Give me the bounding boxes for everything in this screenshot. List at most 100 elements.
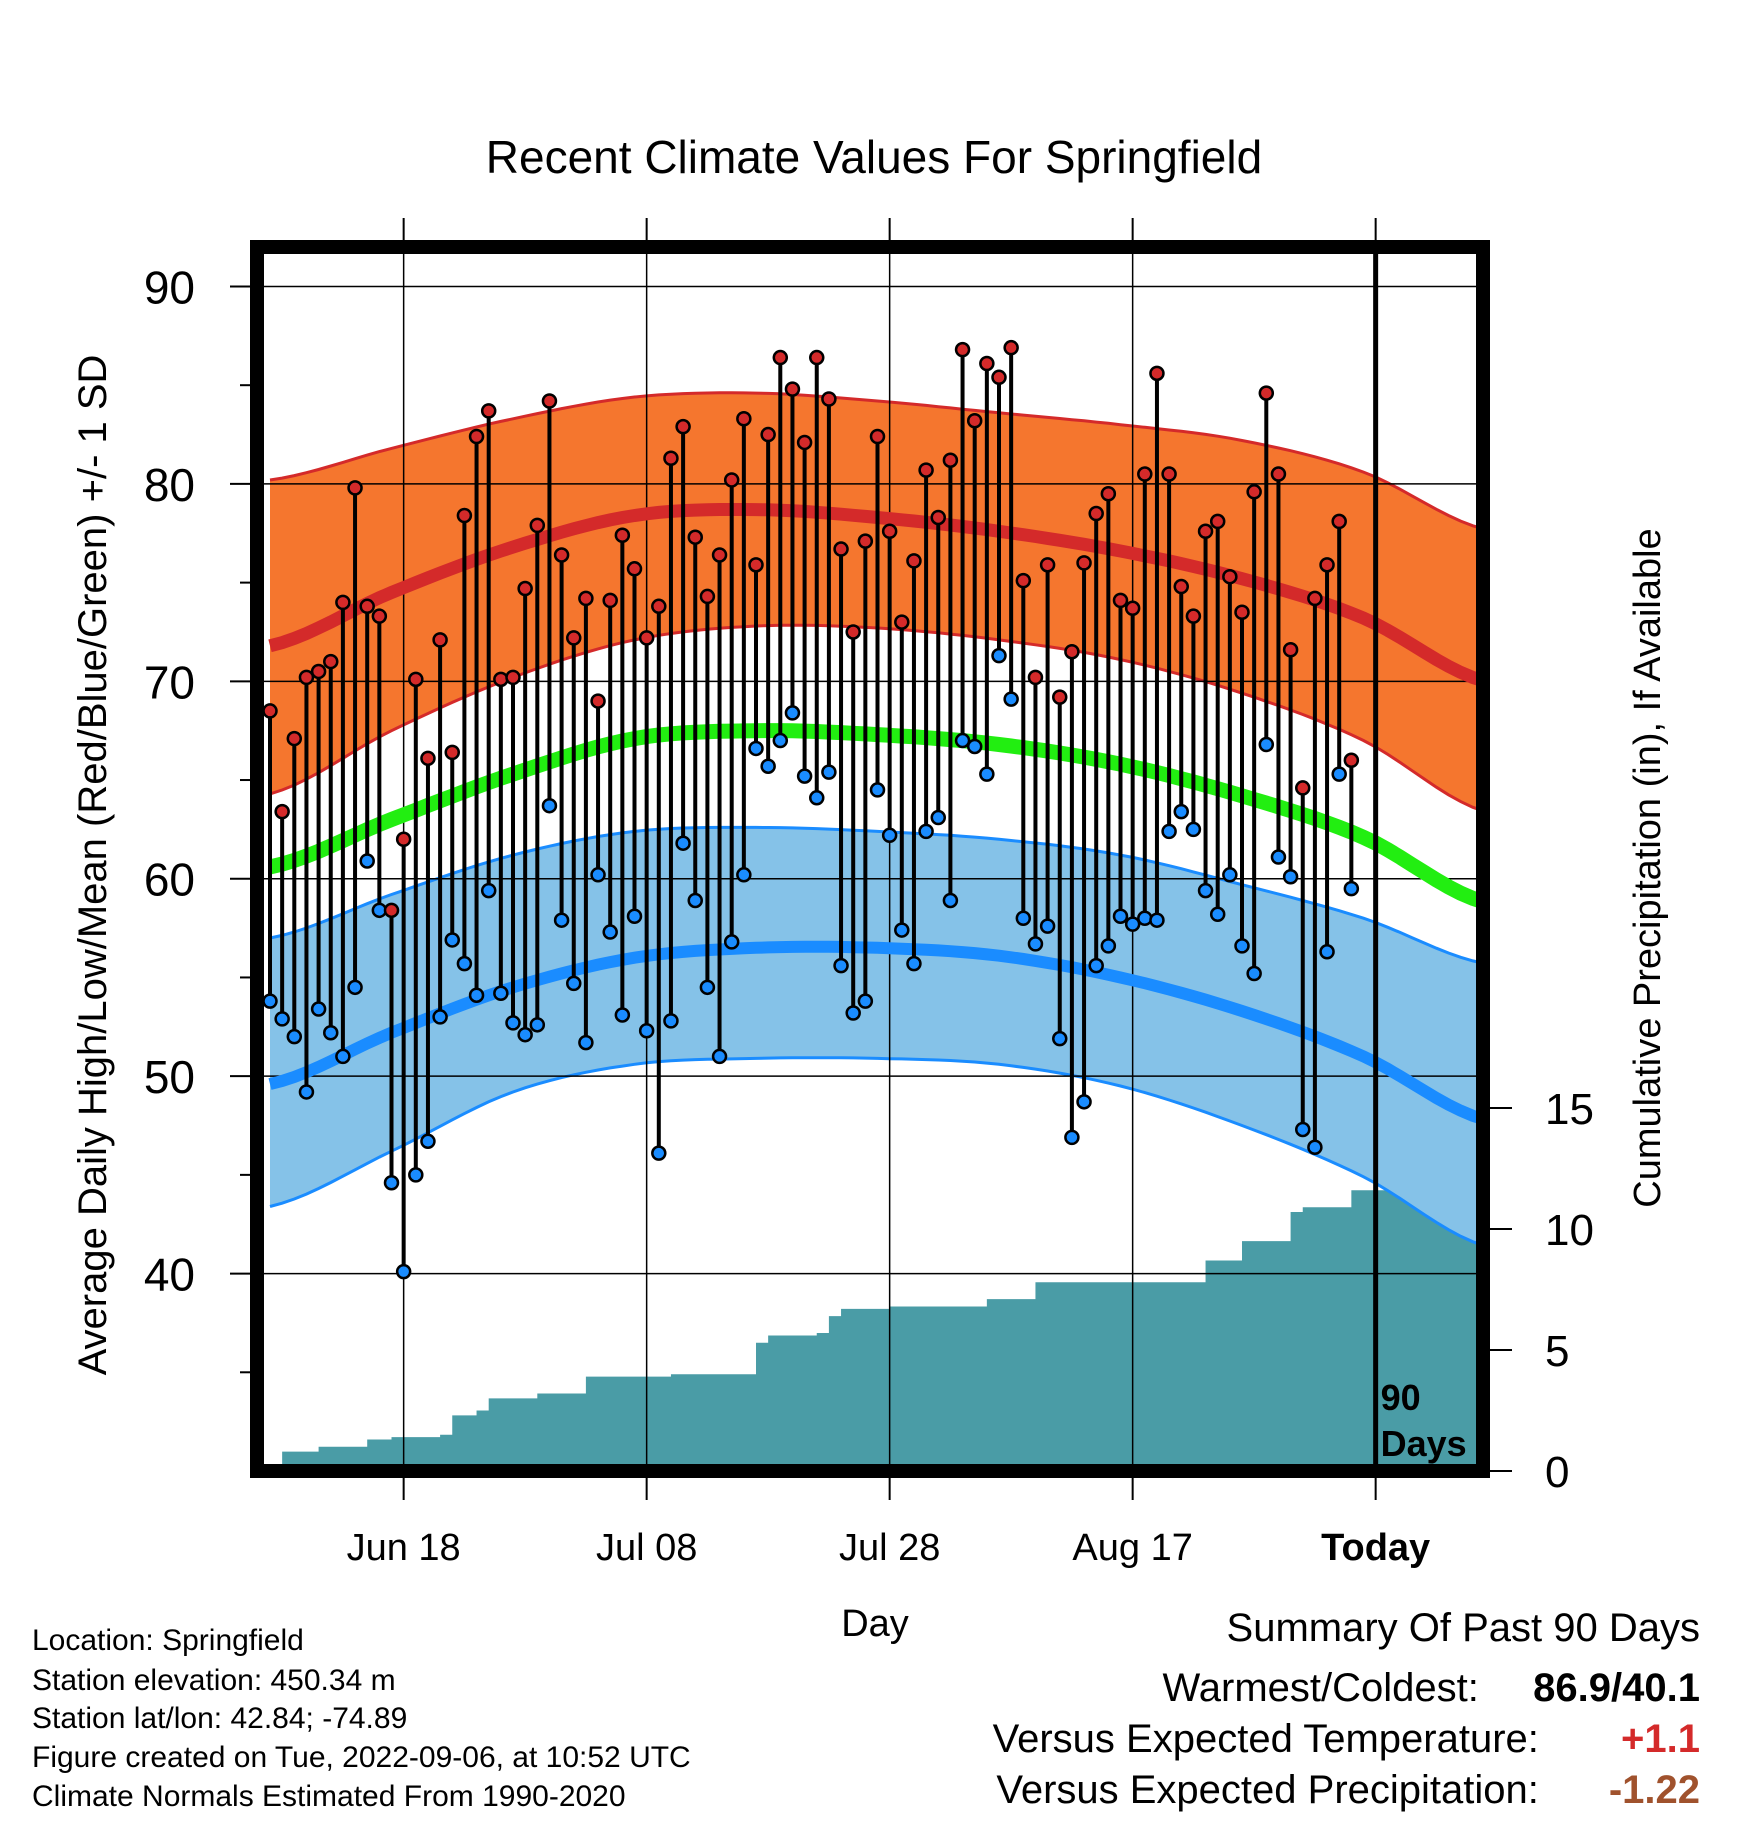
summary-precip-row: Versus Expected Precipitation: -1.22: [996, 1768, 1700, 1813]
daily-high-point: [991, 369, 1007, 386]
daily-low-point: [335, 1048, 351, 1065]
daily-low-point: [274, 1011, 290, 1027]
y-tick-label: 70: [144, 656, 195, 708]
daily-high-point: [359, 598, 375, 615]
daily-high-point: [1161, 466, 1177, 482]
daily-low-point: [566, 975, 582, 992]
daily-low-point: [833, 957, 849, 974]
daily-high-point: [833, 541, 849, 557]
daily-high-point: [1295, 780, 1311, 796]
daily-low-point: [298, 1084, 315, 1100]
daily-high-point: [480, 403, 497, 419]
y2-tick-label: 5: [1545, 1327, 1569, 1376]
daily-high-point: [966, 412, 983, 429]
y-tick-label: 90: [144, 261, 195, 313]
plot-area: [257, 247, 1483, 1471]
chart-title: Recent Climate Values For Springfield: [485, 131, 1263, 183]
daily-low-point: [979, 766, 995, 782]
y2-tick-label: 10: [1545, 1206, 1594, 1255]
daily-low-point: [517, 1026, 533, 1043]
daily-high-point: [1234, 604, 1250, 620]
daily-low-point: [845, 1005, 861, 1021]
daily-high-point: [347, 480, 363, 496]
daily-high-point: [1343, 752, 1360, 769]
daily-low-point: [651, 1145, 667, 1161]
daily-high-point: [444, 744, 460, 761]
daily-high-point: [1137, 466, 1153, 482]
daily-low-point: [1149, 912, 1165, 928]
daily-low-point: [1039, 918, 1056, 934]
daily-low-point: [809, 790, 825, 806]
daily-high-point: [626, 561, 643, 577]
daily-high-point: [651, 598, 667, 615]
daily-low-point: [310, 1001, 327, 1017]
daily-low-point: [1282, 869, 1299, 885]
daily-high-point: [408, 671, 424, 688]
daily-low-point: [1270, 849, 1287, 865]
daily-low-point: [1003, 691, 1019, 707]
daily-high-point: [954, 341, 971, 358]
daily-low-point: [675, 835, 691, 851]
info-created: Figure created on Tue, 2022-09-06, at 10…: [32, 1741, 691, 1774]
daily-low-point: [881, 827, 898, 844]
daily-high-point: [274, 803, 290, 820]
daily-high-point: [1307, 590, 1323, 607]
daily-low-point: [1100, 938, 1117, 954]
daily-high-point: [1052, 689, 1068, 705]
daily-low-point: [614, 1007, 631, 1023]
info-normals: Climate Normals Estimated From 1990-2020: [32, 1780, 626, 1813]
daily-high-point: [1088, 505, 1104, 522]
plot-frame: [250, 240, 1490, 1478]
daily-low-point: [493, 985, 509, 1001]
summary-temp-value: +1.1: [1621, 1717, 1700, 1761]
daily-high-point: [796, 434, 813, 451]
marker-label-line2: Days: [1381, 1423, 1467, 1464]
daily-high-point: [566, 630, 582, 646]
daily-low-point: [529, 1017, 546, 1033]
y-tick-label: 50: [144, 1051, 195, 1103]
x-tick-label: Aug 17: [1072, 1527, 1192, 1569]
daily-high-point: [1039, 557, 1056, 573]
y-tick-label: 60: [144, 854, 195, 906]
daily-low-point: [1137, 910, 1153, 926]
daily-low-point: [347, 979, 363, 996]
daily-high-point: [468, 428, 485, 445]
daily-high-point: [1222, 568, 1238, 585]
daily-high-point: [930, 509, 946, 526]
daily-low-point: [1343, 880, 1360, 897]
precip-area: [270, 1190, 1483, 1471]
daily-high-point: [420, 750, 436, 767]
daily-low-point: [796, 768, 813, 784]
daily-high-point: [335, 594, 351, 611]
daily-high-point: [614, 527, 631, 543]
x-axis-title: Day: [841, 1603, 909, 1645]
daily-high-point: [1258, 385, 1275, 401]
normal-low-lower-edge: [269, 1056, 1483, 1247]
daily-low-point: [444, 932, 460, 948]
daily-high-point: [505, 669, 521, 686]
daily-low-point: [1064, 1129, 1080, 1146]
daily-low-point: [626, 908, 643, 925]
daily-low-point: [918, 823, 934, 840]
daily-low-point: [1052, 1030, 1068, 1047]
daily-low-point: [894, 922, 910, 938]
daily-high-point: [736, 411, 752, 427]
daily-high-point: [1149, 365, 1165, 382]
daily-high-point: [1003, 339, 1019, 356]
marker-label-line1: 90: [1381, 1377, 1421, 1418]
daily-high-point: [809, 349, 825, 366]
daily-high-point: [493, 671, 509, 688]
summary-warmest-coldest-row: Warmest/Coldest: 86.9/40.1: [1163, 1666, 1701, 1711]
daily-low-point: [699, 979, 716, 996]
daily-low-point: [1076, 1094, 1092, 1110]
daily-high-point: [1076, 555, 1092, 571]
daily-high-point: [529, 517, 546, 534]
daily-high-point: [869, 428, 886, 445]
daily-high-point: [1015, 572, 1032, 589]
daily-low-point: [590, 867, 606, 883]
daily-low-point: [602, 924, 618, 940]
left-axis-title: Average Daily High/Low/Mean (Red/Blue/Gr…: [71, 355, 115, 1376]
daily-low-point: [711, 1048, 728, 1065]
